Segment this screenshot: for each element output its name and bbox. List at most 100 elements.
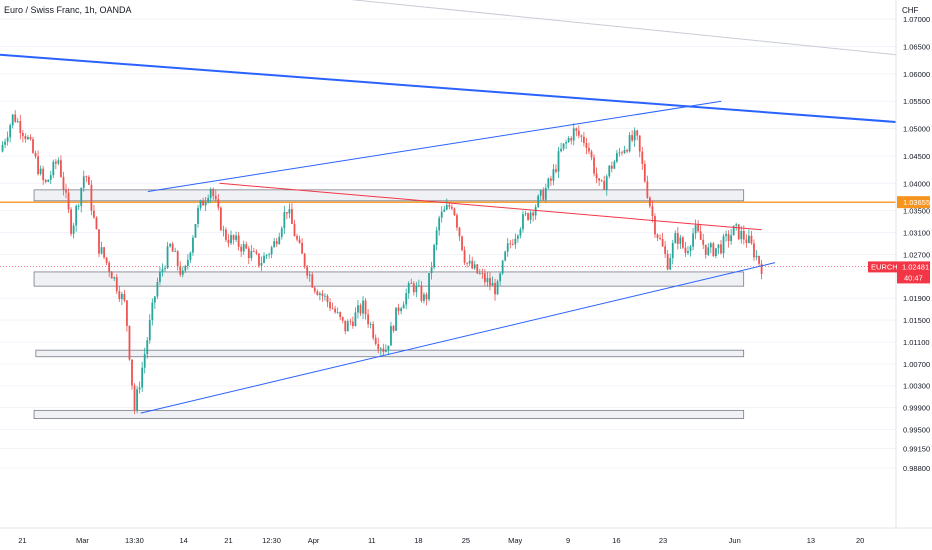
price-tag-bg bbox=[897, 261, 930, 284]
candle-body bbox=[425, 294, 428, 300]
candle-body bbox=[296, 236, 298, 240]
candle-body bbox=[113, 277, 116, 279]
candle-body bbox=[542, 190, 545, 200]
candle-body bbox=[450, 206, 453, 209]
candle-body bbox=[730, 235, 733, 242]
candle-body bbox=[204, 201, 207, 206]
candle-body bbox=[448, 204, 451, 207]
candle-body bbox=[4, 141, 6, 145]
candle-body bbox=[339, 312, 342, 318]
zone-1 bbox=[33, 189, 745, 202]
candle-body bbox=[311, 274, 314, 288]
candle-body bbox=[235, 235, 237, 240]
candle-body bbox=[351, 321, 354, 327]
candle-body bbox=[656, 234, 659, 238]
candle-body bbox=[676, 233, 679, 244]
y-tick-label-15: 0.99900 bbox=[903, 404, 930, 413]
x-tick-label-2: 13:30 bbox=[125, 536, 144, 545]
candle-body bbox=[704, 244, 707, 255]
candle-body bbox=[715, 248, 717, 257]
countdown-tag: 40:47 bbox=[904, 273, 923, 282]
candle-body bbox=[707, 247, 710, 255]
candle-body bbox=[54, 161, 57, 164]
candle-body bbox=[555, 169, 557, 172]
candle-body bbox=[410, 283, 413, 285]
candle-body bbox=[435, 230, 438, 245]
candle-body bbox=[364, 300, 367, 315]
candle-body bbox=[709, 243, 712, 248]
upper-channel bbox=[147, 100, 722, 192]
candle-body bbox=[674, 233, 677, 244]
y-tick-label-18: 0.98800 bbox=[903, 464, 930, 473]
candle-body bbox=[133, 385, 136, 411]
candle-body bbox=[318, 293, 321, 296]
candle-body bbox=[682, 237, 684, 248]
candle-body bbox=[44, 179, 47, 182]
candle-body bbox=[417, 285, 420, 287]
candle-body bbox=[699, 231, 702, 240]
candle-body bbox=[288, 209, 291, 214]
candle-body bbox=[750, 235, 753, 244]
candle-body bbox=[430, 267, 433, 274]
candle-body bbox=[687, 251, 689, 253]
x-tick-label-14: Jun bbox=[729, 536, 741, 545]
candle-body bbox=[197, 207, 199, 225]
candle-body bbox=[255, 251, 258, 254]
candle-body bbox=[565, 142, 568, 144]
candle-body bbox=[308, 274, 311, 276]
candle-body bbox=[245, 244, 248, 249]
candle-body bbox=[560, 148, 562, 152]
candle-body bbox=[405, 293, 408, 305]
candle-body bbox=[237, 235, 240, 247]
candle-body bbox=[412, 283, 415, 293]
candle-body bbox=[85, 176, 88, 178]
candle-body bbox=[39, 168, 42, 175]
candle-body bbox=[359, 305, 362, 314]
y-tick-label-9: 1.02700 bbox=[903, 250, 930, 259]
candle-body bbox=[156, 281, 159, 297]
candle-body bbox=[453, 208, 456, 216]
candle-body bbox=[737, 224, 740, 240]
candle-body bbox=[481, 273, 484, 275]
candle-body bbox=[21, 132, 24, 137]
candle-body bbox=[717, 244, 720, 249]
thick-blue-trend bbox=[0, 53, 897, 124]
candle-body bbox=[52, 161, 55, 176]
y-tick-label-4: 1.05000 bbox=[903, 125, 930, 134]
candle-body bbox=[225, 229, 227, 240]
chart-title: Euro / Swiss Franc, 1h, OANDA bbox=[4, 5, 132, 15]
candle-body bbox=[671, 243, 674, 259]
candle-body bbox=[334, 308, 337, 313]
candle-body bbox=[636, 130, 639, 136]
candle-body bbox=[329, 302, 331, 309]
candle-body bbox=[62, 176, 65, 190]
candle-body bbox=[392, 326, 395, 331]
candle-body bbox=[641, 151, 644, 164]
x-tick-label-5: 12:30 bbox=[262, 536, 281, 545]
candle-body bbox=[473, 264, 476, 269]
candle-body bbox=[585, 143, 588, 149]
candle-body bbox=[483, 273, 486, 283]
candle-body bbox=[82, 176, 85, 188]
candle-body bbox=[115, 277, 118, 292]
candle-body bbox=[349, 321, 352, 323]
candle-body bbox=[758, 256, 760, 264]
candle-body bbox=[582, 136, 585, 144]
candle-body bbox=[306, 266, 309, 276]
x-tick-label-7: 11 bbox=[368, 536, 376, 545]
candle-body bbox=[146, 340, 149, 355]
candle-body bbox=[522, 214, 524, 230]
candle-body bbox=[486, 278, 489, 283]
candle-body bbox=[438, 217, 441, 231]
y-tick-label-11: 1.01500 bbox=[903, 316, 930, 325]
y-tick-label-2: 1.06000 bbox=[903, 70, 930, 79]
candle-body bbox=[301, 242, 304, 254]
candle-body bbox=[760, 263, 763, 274]
candle-body bbox=[516, 235, 519, 239]
y-tick-label-7: 1.03500 bbox=[903, 207, 930, 216]
candle-body bbox=[468, 260, 471, 264]
candle-body bbox=[153, 296, 156, 303]
candle-body bbox=[29, 137, 32, 140]
